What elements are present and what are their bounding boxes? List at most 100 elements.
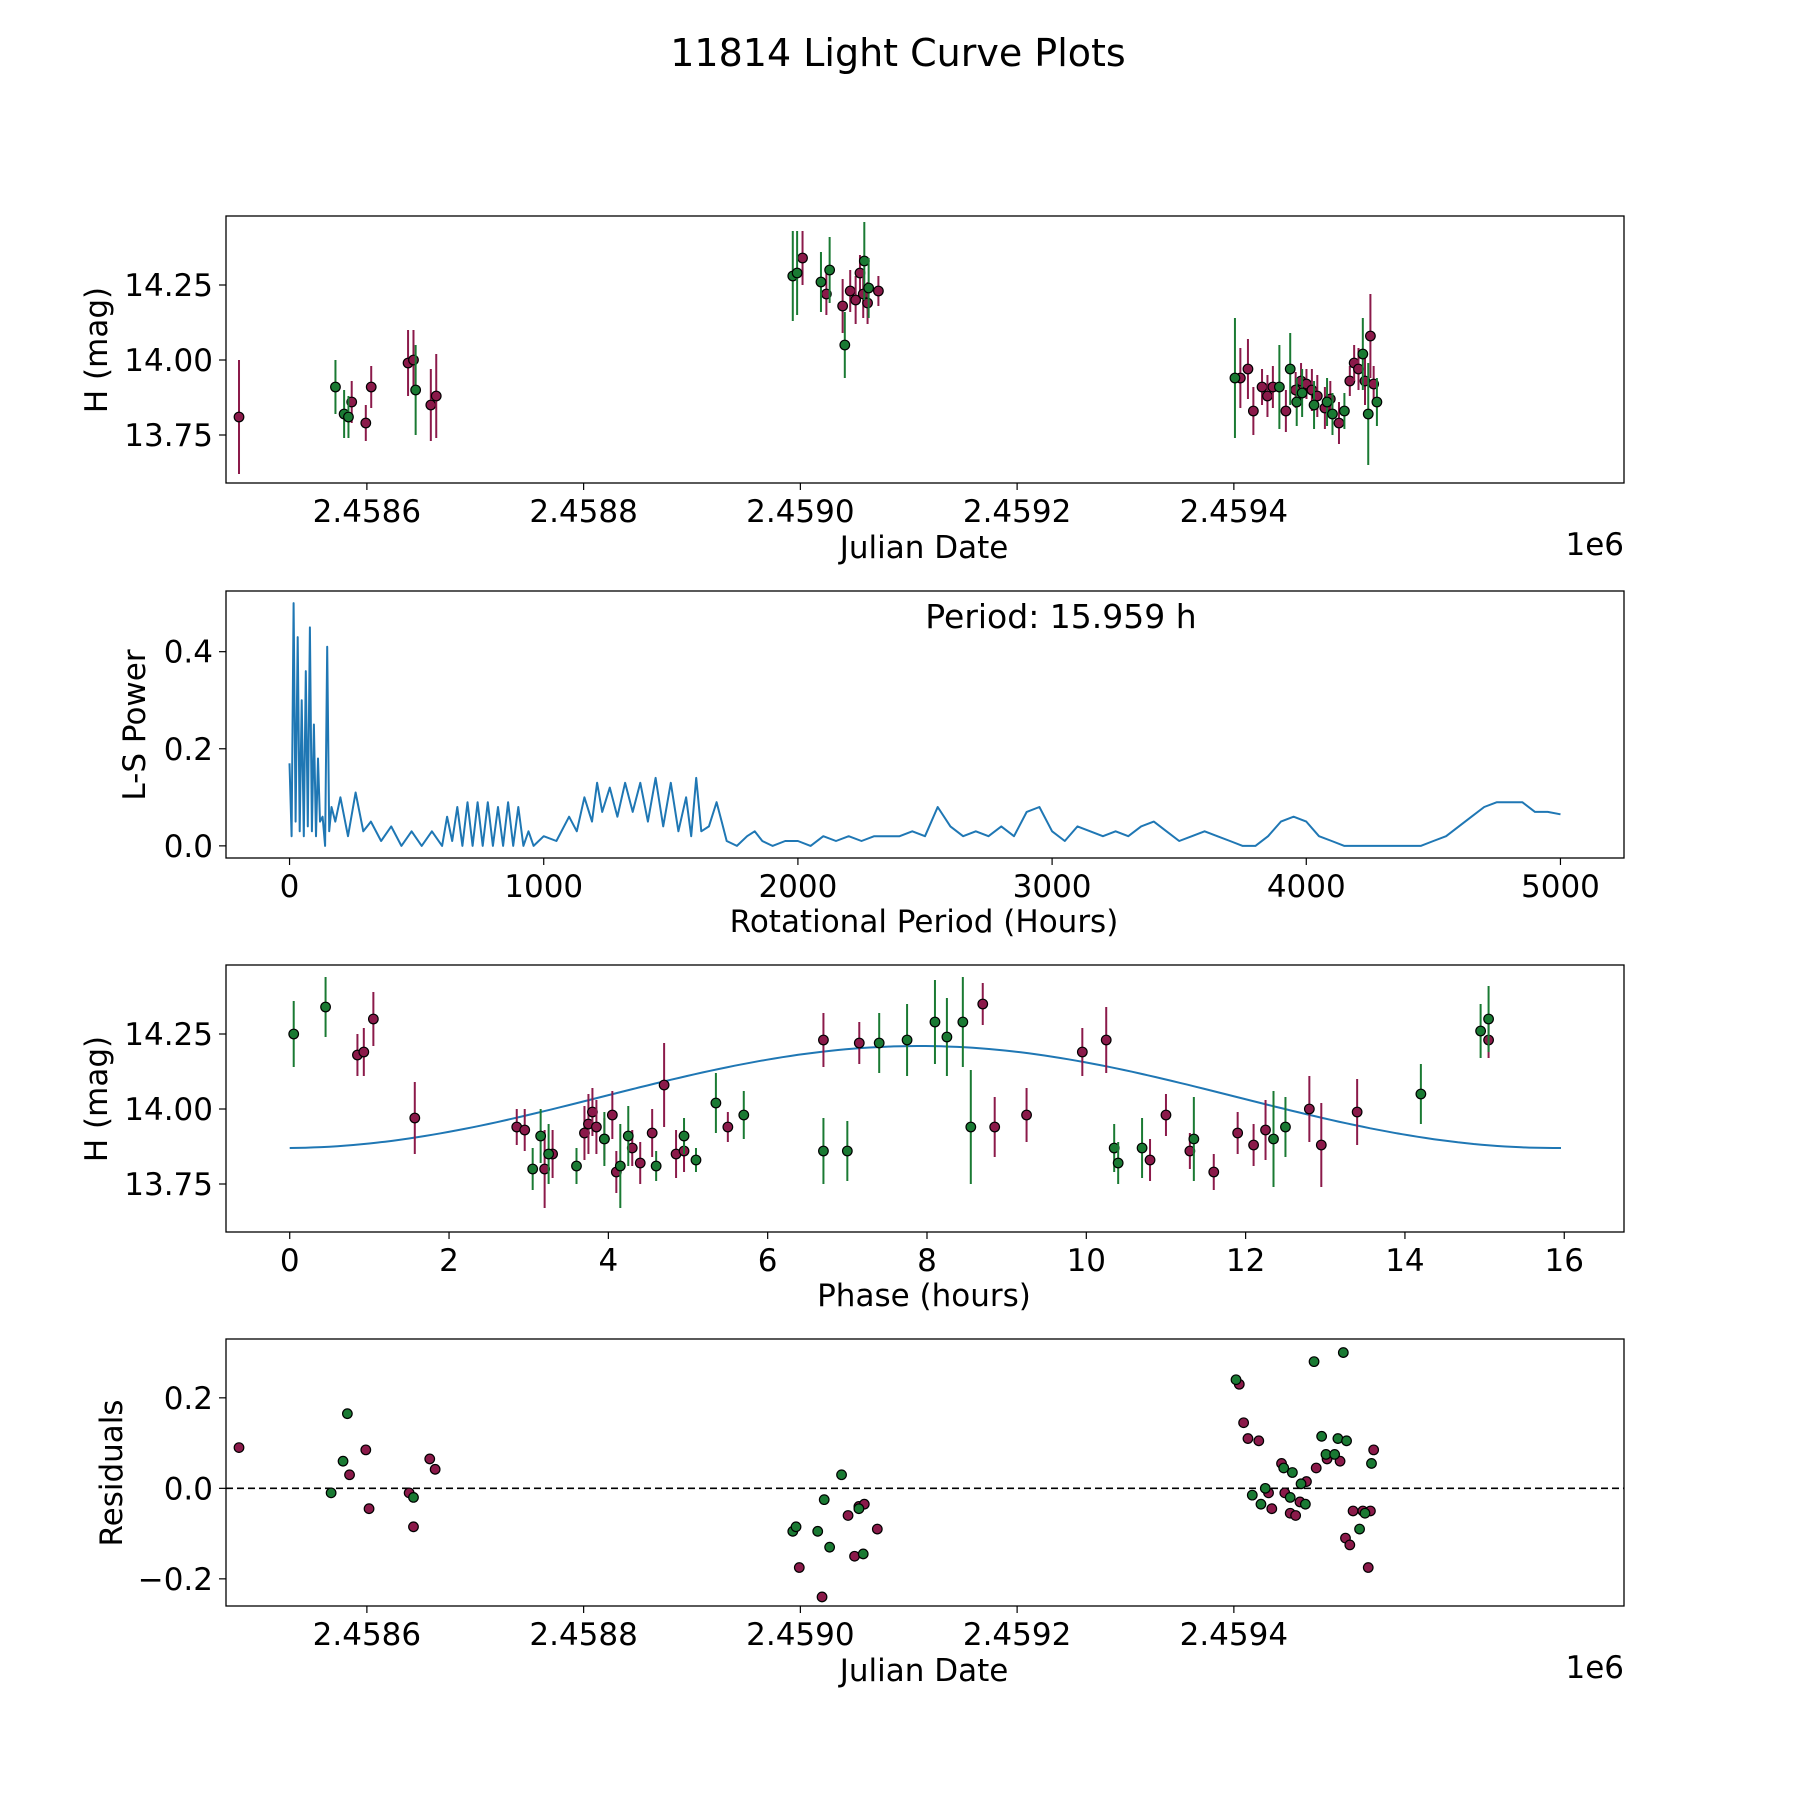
resid-point-g <box>1286 1467 1298 1478</box>
jd-point-g <box>410 384 422 396</box>
figure-title: 11814 Light Curve Plots <box>670 31 1125 75</box>
phase-x-tick-label: 8 <box>917 1243 937 1279</box>
resid-point-g <box>836 1469 847 1481</box>
jd-x-tick-label: 2.4588 <box>529 494 637 530</box>
jd-x-ticks: 2.4586 2.4588 2.4590 2.4592 2.4594 <box>313 483 1288 530</box>
resid-x-tick-label: 2.4592 <box>963 1617 1071 1653</box>
jd-point-g <box>330 381 341 393</box>
phase-x-tick-label: 10 <box>1067 1243 1106 1279</box>
jd-point-r <box>425 399 437 411</box>
phase-x-tick-label: 4 <box>598 1243 618 1279</box>
phase-point-r <box>634 1157 646 1169</box>
resid-offset-text: 1e6 <box>1565 1650 1624 1686</box>
resid-point-g <box>408 1491 419 1503</box>
phase-point-r <box>606 1109 618 1121</box>
resid-point-r <box>1266 1503 1278 1515</box>
jd-point-r <box>1333 417 1345 429</box>
jd-point-g <box>1371 396 1383 408</box>
phase-point-g <box>957 1016 969 1028</box>
jd-point-r <box>873 285 884 297</box>
resid-point-r <box>429 1463 441 1475</box>
phase-x-tick-label: 12 <box>1226 1243 1265 1279</box>
ls-x-axis-label: Rotational Period (Hours) <box>730 904 1119 940</box>
phase-point-r <box>1144 1154 1156 1166</box>
jd-point-g <box>824 264 836 276</box>
resid-point-r <box>1238 1417 1250 1429</box>
jd-x-tick-label: 2.4594 <box>1180 494 1288 530</box>
resid-point-g <box>1329 1448 1341 1460</box>
resid-point-g <box>1341 1435 1352 1447</box>
jd-axes-frame <box>225 215 1625 484</box>
phase-point-r <box>722 1121 734 1133</box>
jd-point-g <box>1357 348 1369 360</box>
jd-point-r <box>233 411 245 423</box>
resid-point-r <box>1362 1562 1374 1573</box>
phase-point-r <box>977 998 989 1010</box>
jd-point-g <box>839 339 851 351</box>
jd-offset-text: 1e6 <box>1565 527 1624 563</box>
phase-point-r <box>853 1037 865 1049</box>
resid-y-ticks: −0.2 0.0 0.2 <box>138 1381 226 1598</box>
ls-x-tick-label: 3000 <box>1013 869 1092 905</box>
phase-point-g <box>288 1028 300 1040</box>
jd-point-g <box>1296 387 1308 399</box>
resid-point-g <box>1295 1478 1307 1490</box>
resid-point-g <box>341 1408 353 1420</box>
ls-x-tick-label: 5000 <box>1521 869 1600 905</box>
ls-x-tick-label: 0 <box>280 869 300 905</box>
resid-point-g <box>853 1503 865 1515</box>
phase-point-g <box>598 1133 610 1145</box>
jd-y-axis-label: H (mag) <box>79 287 115 413</box>
ls-x-tick-label: 2000 <box>758 869 837 905</box>
jd-point-g <box>863 282 875 294</box>
phase-point-r <box>1248 1139 1259 1151</box>
phase-point-g <box>841 1145 853 1157</box>
jd-point-r <box>1262 390 1273 402</box>
phase-point-g <box>543 1148 555 1160</box>
phase-point-g <box>1280 1121 1291 1133</box>
resid-point-r <box>360 1444 372 1456</box>
resid-point-r <box>233 1442 245 1454</box>
jd-point-r <box>850 294 862 306</box>
jd-point-r <box>408 354 419 366</box>
resid-point-g <box>1284 1491 1296 1503</box>
jd-point-r <box>365 381 377 393</box>
jd-point-r <box>862 297 873 309</box>
phase-point-g <box>614 1160 626 1172</box>
jd-point-r <box>1365 330 1376 342</box>
ls-y-tick-label: 0.2 <box>164 732 213 768</box>
resid-point-g <box>1366 1458 1377 1469</box>
resid-point-r <box>424 1453 436 1465</box>
phase-point-g <box>1475 1025 1487 1037</box>
jd-point-g <box>1308 399 1320 411</box>
chart-lomb-scargle: 0 1000 2000 3000 4000 5000 0.0 0.2 0.4 Period: … <box>117 590 1625 940</box>
phase-point-r <box>1351 1106 1363 1118</box>
resid-point-g <box>1337 1347 1349 1358</box>
resid-point-g <box>325 1487 337 1499</box>
jd-y-tick-label: 14.25 <box>124 268 213 304</box>
ls-periodogram-line <box>288 602 1561 847</box>
phase-y-ticks: 13.75 14.00 14.25 <box>124 1017 226 1203</box>
resid-point-g <box>818 1494 830 1506</box>
phase-point-g <box>1188 1133 1200 1145</box>
chart-jd-magnitude: 2.4586 2.4588 2.4590 2.4592 2.4594 13.75 14.0… <box>79 215 1625 566</box>
phase-x-tick-label: 0 <box>280 1243 300 1279</box>
jd-point-r <box>1256 381 1268 393</box>
phase-x-tick-label: 14 <box>1385 1243 1424 1279</box>
ls-period-annotation: Period: 15.959 h <box>925 597 1196 636</box>
resid-point-r <box>408 1521 419 1533</box>
phase-point-g <box>320 1001 331 1013</box>
ls-y-axis-label: L-S Power <box>117 649 153 800</box>
phase-point-g <box>965 1121 977 1133</box>
phase-y-tick-label: 14.25 <box>124 1017 213 1053</box>
jd-point-g <box>1291 396 1303 408</box>
phase-point-r <box>1315 1139 1327 1151</box>
phase-point-r <box>591 1121 602 1133</box>
resid-point-g <box>1259 1482 1271 1494</box>
phase-point-g <box>1483 1013 1494 1025</box>
jd-point-g <box>1338 405 1350 417</box>
phase-point-g <box>678 1130 690 1142</box>
resid-y-tick-label: 0.0 <box>164 1471 213 1507</box>
ls-y-ticks: 0.0 0.2 0.4 <box>164 635 226 865</box>
